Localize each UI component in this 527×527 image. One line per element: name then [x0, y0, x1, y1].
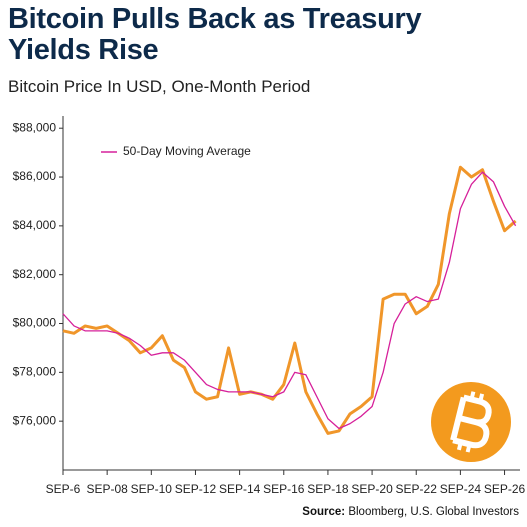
y-tick-label: $78,000	[13, 365, 57, 379]
chart-subtitle: Bitcoin Price In USD, One-Month Period	[8, 77, 311, 96]
y-tick-label: $86,000	[13, 169, 57, 183]
y-tick-label: $82,000	[13, 267, 57, 281]
x-tick-label: SEP-26	[484, 482, 526, 496]
x-tick-label: SEP-08	[86, 482, 128, 496]
y-tick-label: $88,000	[13, 120, 57, 134]
x-tick-label: SEP-14	[219, 482, 261, 496]
chart-title: Bitcoin Pulls Back as Treasury Yields Ri…	[8, 3, 422, 66]
x-tick-label: SEP-20	[351, 482, 393, 496]
series-line	[62, 165, 517, 435]
y-tick-label: $84,000	[13, 218, 57, 232]
x-tick-label: SEP-10	[131, 482, 173, 496]
source-text: Bloomberg, U.S. Global Investors	[348, 506, 519, 518]
legend-label: 50-Day Moving Average	[123, 144, 251, 158]
y-tick-label: $80,000	[13, 316, 57, 330]
y-tick-label: $76,000	[13, 413, 57, 427]
source-label: Source:	[302, 506, 346, 518]
bitcoin-logo	[431, 382, 511, 462]
x-tick-label: SEP-12	[175, 482, 217, 496]
x-tick-label: SEP-6	[46, 482, 81, 496]
source: Source: Bloomberg, U.S. Global Investors	[302, 506, 519, 518]
x-tick-label: SEP-24	[440, 482, 482, 496]
x-tick-label: SEP-18	[307, 482, 349, 496]
series-line	[62, 171, 517, 430]
x-tick-label: SEP-22	[396, 482, 438, 496]
x-tick-label: SEP-16	[263, 482, 305, 496]
